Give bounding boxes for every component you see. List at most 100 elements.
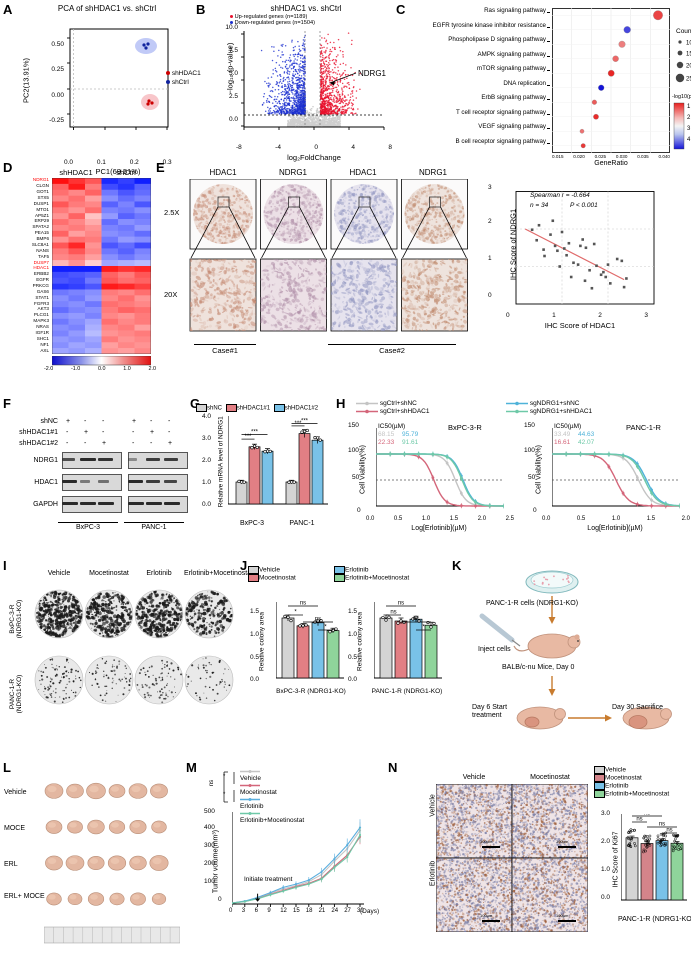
heatmap-gene-label: STX5 bbox=[37, 195, 50, 200]
legend-label: Erlotinib+Mocetinostat bbox=[605, 790, 670, 798]
ytick: 1.0 bbox=[348, 631, 358, 638]
ic50-value: 33.49 bbox=[554, 431, 571, 438]
ic50-value: 44.63 bbox=[578, 431, 595, 438]
ytick: 100 bbox=[348, 447, 359, 454]
heatmap-gene-label: PRKCG bbox=[32, 283, 49, 288]
legend-label: Vehicle bbox=[240, 775, 261, 782]
xtick: -4 bbox=[275, 144, 281, 151]
xtick: 0 bbox=[314, 144, 318, 151]
group-label-bxpc3: BxPC-3 bbox=[239, 520, 265, 527]
pathway-label: T cell receptor signaling pathway bbox=[456, 108, 546, 116]
colony-well-grid bbox=[34, 589, 234, 705]
ytick: 0 bbox=[218, 896, 222, 903]
color-legend: 1 2 3 4 bbox=[673, 102, 691, 150]
dose-curve-bxpc3: 150 100 50 0 Cell Viability(%) IC50(µM) … bbox=[346, 422, 514, 540]
group-label-panc1r: PANC-1-R (NDRG1-KO) bbox=[617, 916, 691, 923]
ytick: 500 bbox=[204, 808, 215, 815]
col-header: HDAC1 bbox=[209, 168, 237, 177]
panel-g: shNC shHDAC1#1 shHDAC1#2 *** *** *** *** 4.… bbox=[196, 404, 332, 539]
heatmap-gene-label: BMP6 bbox=[36, 236, 49, 242]
ytick: -0.25 bbox=[49, 117, 64, 124]
legend-label: Vehicle bbox=[605, 766, 626, 774]
row-label-moce: MOCE bbox=[4, 825, 25, 832]
heatmap-gene-label: NANS bbox=[36, 247, 49, 253]
correlation-scatter bbox=[515, 191, 655, 305]
pathway-label: DNA replication bbox=[503, 79, 546, 87]
ki67-ihc-grid bbox=[436, 784, 588, 932]
panel-m: Vehicle Mocetinostat Erlotinib Erlotinib… bbox=[196, 766, 386, 946]
legend-swatch-sh1 bbox=[225, 404, 237, 412]
heatmap-gene-label: AP5Z1 bbox=[34, 212, 49, 218]
ki67-bar-chart: nsnsnsns bbox=[621, 814, 687, 901]
tumor-photo-grid bbox=[44, 782, 180, 944]
ytick: 3.0 bbox=[202, 435, 212, 442]
group-label-panc1r: PANC-1-R (NDRG1-KO) bbox=[371, 688, 443, 695]
ytick: 3.0 bbox=[601, 810, 611, 817]
legend-swatch-combo bbox=[334, 574, 345, 582]
legend-swatch-vehicle bbox=[248, 566, 259, 574]
case1-bracket bbox=[194, 344, 256, 345]
blot-band bbox=[80, 457, 96, 462]
panel-l-label: L bbox=[3, 760, 11, 775]
color-legend-title: -log10(pvalue) bbox=[672, 94, 691, 100]
blot-marker: + bbox=[150, 429, 155, 436]
legend-swatch-combo bbox=[594, 790, 605, 798]
sig-star2: * bbox=[223, 792, 226, 798]
blot-marker: - bbox=[66, 429, 69, 436]
pathway-tick bbox=[547, 26, 550, 28]
schematic-step-mice: BALB/c-nu Mice, Day 0 bbox=[502, 664, 575, 671]
ytick: 0 bbox=[357, 507, 361, 514]
svg-text:4: 4 bbox=[687, 137, 691, 143]
blot-band bbox=[146, 479, 160, 484]
legend-label: Erlotinib bbox=[345, 566, 369, 574]
xticks-h2: 0.0 0.5 1.0 1.5 2.0 bbox=[542, 516, 690, 522]
pathway-tick bbox=[547, 12, 550, 14]
sig-ns: ns bbox=[209, 779, 216, 787]
case-label-1: Case#1 bbox=[212, 346, 238, 355]
heatmap-gene-label: NDRG1 bbox=[32, 177, 49, 183]
blot-band bbox=[62, 501, 78, 506]
xtick: 2 bbox=[598, 312, 602, 319]
xtick: 0.0 bbox=[64, 159, 74, 166]
blot-marker: - bbox=[84, 418, 87, 425]
svg-text:1: 1 bbox=[687, 104, 691, 110]
legend-swatch-erlotinib bbox=[594, 782, 605, 790]
panel-m-ylabel: Tumor volume(mm³) bbox=[212, 829, 220, 894]
ytick: 150 bbox=[524, 422, 535, 429]
xtick: 0 bbox=[229, 908, 233, 914]
schematic-step-day6: Day 6 Start treatment bbox=[472, 704, 508, 719]
legend-label: shCtrl bbox=[171, 79, 189, 86]
scale-tick: -1.0 bbox=[71, 366, 81, 372]
xtick: 2.0 bbox=[681, 516, 690, 522]
cellline-label: PANC-1-R bbox=[626, 423, 661, 432]
ic50-value: 95.79 bbox=[402, 431, 419, 438]
panel-a: PCA of shHDAC1 vs. shCtrl 0.0 0.1 0.2 0.… bbox=[18, 4, 196, 176]
xtick: 12 bbox=[280, 908, 287, 914]
blot-condition-label: shHDAC1#2 bbox=[19, 440, 58, 447]
xtick: 0.030 bbox=[615, 154, 628, 159]
schematic-step-inject: Inject cells bbox=[478, 646, 511, 653]
legend-swatch-sh2 bbox=[273, 404, 285, 412]
ytick: 0.0 bbox=[250, 676, 260, 683]
heatmap-gene-label: SHC1 bbox=[36, 335, 49, 341]
blot-marker: - bbox=[168, 429, 171, 436]
svg-text:3: 3 bbox=[687, 126, 691, 132]
blot-marker: - bbox=[66, 440, 69, 447]
panel-j: Vehicle Erlotinib Mocetinostat Erlotinib… bbox=[246, 566, 446, 746]
legend-label: shHDAC1 bbox=[171, 70, 201, 77]
ytick: 50 bbox=[352, 474, 360, 481]
ytick: 1.0 bbox=[202, 479, 212, 486]
ic50-value: 42.07 bbox=[578, 439, 595, 446]
panel-h-ylabel: Cell Viability(%) bbox=[359, 445, 367, 494]
blot-band bbox=[164, 457, 178, 462]
panel-h: sgCtrl+shNC sgNDRG1+shNC sgCtrl+shHDAC1 … bbox=[346, 400, 691, 540]
blot-band bbox=[80, 501, 96, 506]
panel-f: shNC + - - + - - shHDAC1#1 - + - - + - shHDAC1#2 - - + - - +… bbox=[6, 418, 188, 538]
legend-label: sgCtrl+shHDAC1 bbox=[379, 408, 430, 416]
legend-dot-up bbox=[230, 15, 233, 19]
blot-protein-label: HDAC1 bbox=[34, 479, 58, 486]
legend-label: sgNDRG1+shNC bbox=[529, 400, 580, 408]
pathway-dotplot bbox=[552, 8, 670, 153]
xtick: 0.0 bbox=[542, 516, 551, 522]
ic50-title: IC50(µM) bbox=[554, 423, 582, 430]
